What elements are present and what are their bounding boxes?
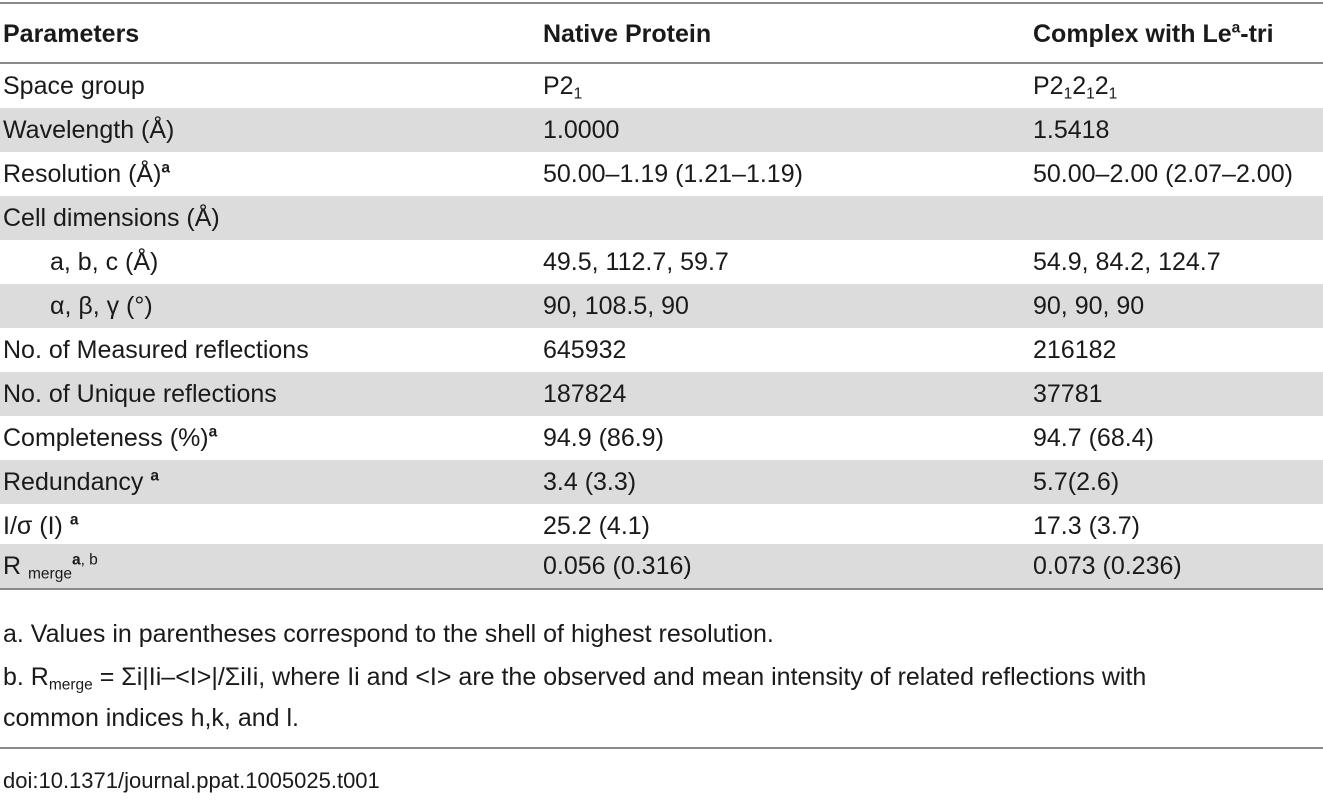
table-row: Space group P21 P212121	[3, 72, 1118, 103]
table-row: α, β, γ (°) 90, 108.5, 90 90, 90, 90	[0, 284, 1323, 328]
table-row: I/σ (I) a 25.2 (4.1) 17.3 (3.7)	[3, 511, 1141, 540]
header-native-protein: Native Protein	[543, 20, 712, 48]
table-row: Redundancy a 3.4 (3.3) 5.7(2.6)	[0, 460, 1323, 504]
table-header-row: Parameters Native Protein Complex with L…	[0, 4, 1323, 62]
footer-rule	[0, 747, 1323, 749]
table-row: No. of Measured reflections 645932 21618…	[3, 336, 1117, 364]
table-row: Cell dimensions (Å)	[0, 196, 1323, 240]
table-row: a, b, c (Å) 49.5, 112.7, 59.7 54.9, 84.2…	[50, 248, 1221, 276]
footnote-b-line2: common indices h,k, and l.	[3, 704, 299, 732]
table-row: Completeness (%)a 94.9 (86.9) 94.7 (68.4…	[3, 423, 1154, 452]
table-row: No. of Unique reflections 187824 37781	[0, 372, 1323, 416]
footnote-b-line1: b. Rmerge = Σi|Ii–<I>|/ΣiIi, where Ii an…	[3, 663, 1147, 694]
header-complex: Complex with Lea-tri	[1033, 19, 1274, 48]
table-bottom-rule	[0, 588, 1323, 590]
header-rule	[0, 62, 1323, 64]
header-parameters: Parameters	[3, 20, 140, 48]
table-row: Resolution (Å)a 50.00–1.19 (1.21–1.19) 5…	[3, 159, 1293, 188]
table-row: R mergea, b 0.056 (0.316) 0.073 (0.236)	[0, 544, 1323, 588]
table-top-rule	[0, 2, 1323, 4]
doi-link[interactable]: doi:10.1371/journal.ppat.1005025.t001	[3, 768, 380, 793]
footnote-a: a. Values in parentheses correspond to t…	[3, 620, 774, 648]
table-row: Wavelength (Å) 1.0000 1.5418	[0, 108, 1323, 152]
